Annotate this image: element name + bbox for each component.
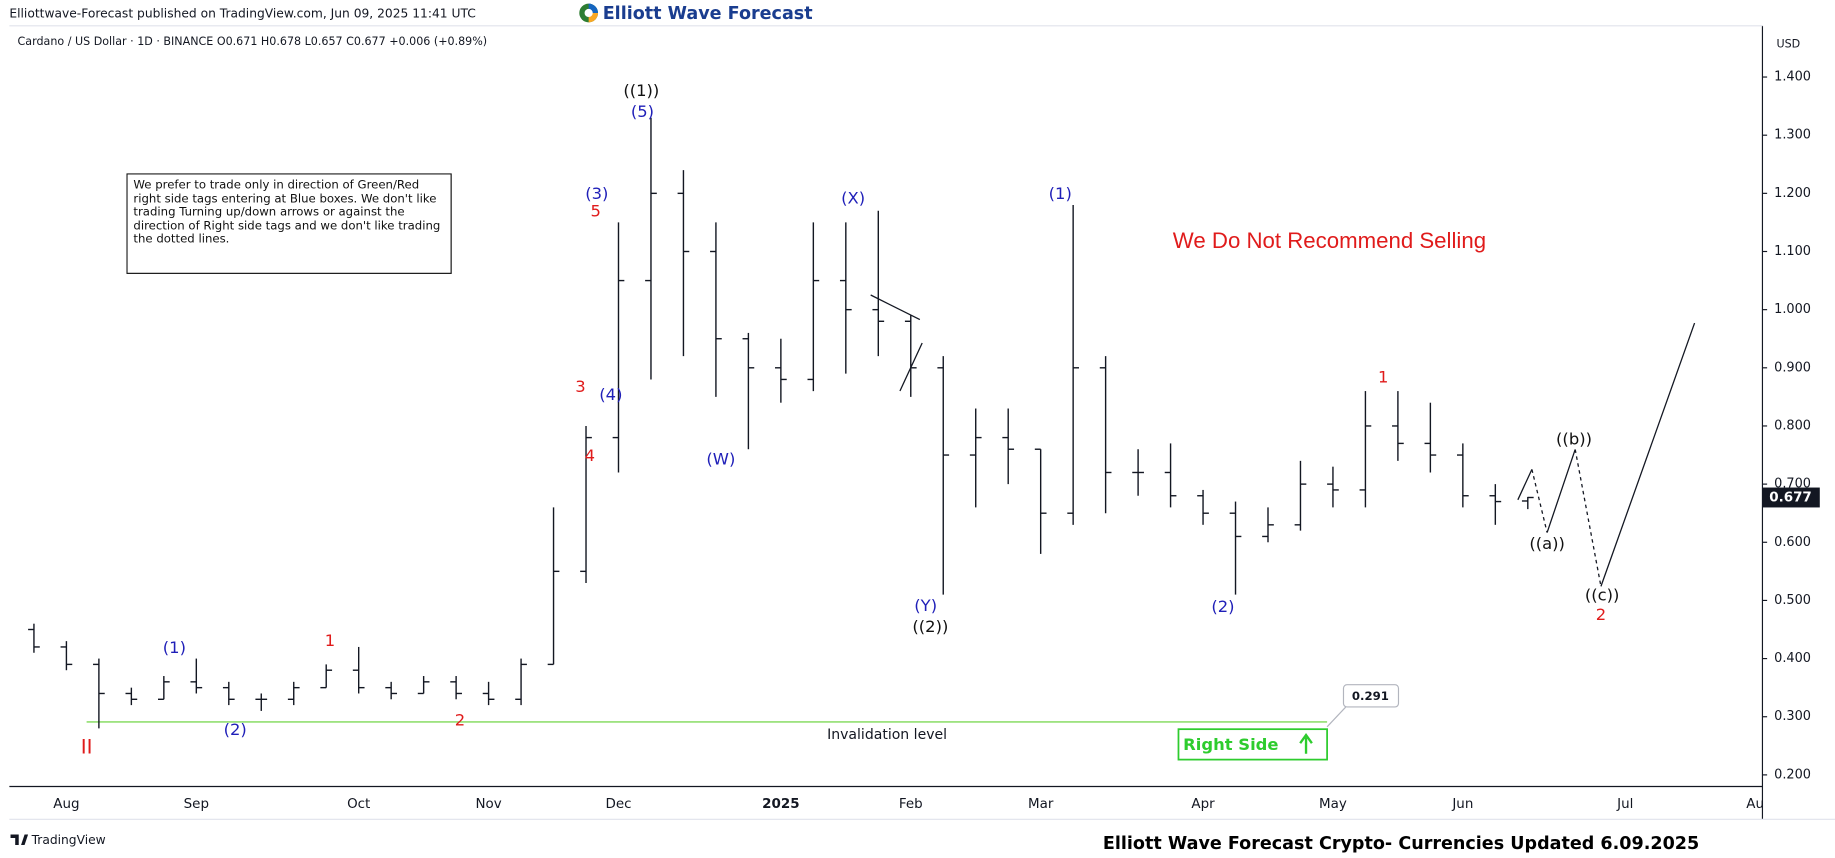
wave-label: (Y)	[914, 596, 937, 615]
x-tick-label: Nov	[475, 797, 501, 812]
last-price-label: 0.677	[1769, 490, 1812, 505]
wave-label: ((1))	[623, 81, 659, 100]
published-line: Elliottwave-Forecast published on Tradin…	[9, 7, 475, 21]
wave-label: 2	[455, 710, 465, 729]
x-tick-label: 2025	[762, 797, 799, 812]
note-text: We prefer to trade only in direction of …	[126, 173, 452, 274]
projection-leg	[1574, 449, 1602, 587]
y-tick-label: 1.000	[1774, 302, 1811, 317]
y-tick-label: 1.300	[1774, 128, 1811, 143]
x-tick-label: Oct	[347, 797, 370, 812]
y-tick-label: 0.600	[1774, 535, 1811, 550]
right-side-box	[1177, 728, 1328, 761]
projection-leg	[1517, 469, 1533, 501]
invalidation-label: Invalidation level	[827, 727, 947, 743]
projection-leg	[1546, 449, 1576, 533]
y-tick-label: 1.100	[1774, 244, 1811, 259]
y-tick-label: 0.900	[1774, 360, 1811, 375]
note-box: We prefer to trade only in direction of …	[126, 173, 452, 274]
y-tick-label: 1.200	[1774, 186, 1811, 201]
wave-label: ((c))	[1585, 585, 1620, 604]
footer-text: Elliott Wave Forecast Crypto- Currencies…	[1103, 834, 1699, 854]
right-side-text: Right Side	[1183, 735, 1278, 754]
y-tick-label: 0.200	[1774, 767, 1811, 782]
y-tick-label: 0.500	[1774, 593, 1811, 608]
currency-label: USD	[1776, 38, 1800, 51]
wave-label: (4)	[599, 385, 622, 404]
wave-label: (1)	[1049, 184, 1072, 203]
x-tick-label: Aug	[53, 797, 79, 812]
wave-label: ((2))	[912, 617, 948, 636]
wave-label: (X)	[841, 189, 865, 208]
y-tick-label: 0.400	[1774, 651, 1811, 666]
y-tick-label: 0.800	[1774, 418, 1811, 433]
price-callout-box	[1342, 684, 1400, 708]
x-tick-label: Au	[1746, 797, 1764, 812]
x-tick-label: Mar	[1028, 797, 1054, 812]
y-tick-label: 1.400	[1774, 70, 1811, 85]
y-tick-label: 0.300	[1774, 709, 1811, 724]
wave-label: (1)	[163, 638, 186, 657]
warning-text: We Do Not Recommend Selling	[1173, 228, 1486, 253]
wave-label: (2)	[1211, 597, 1234, 616]
x-tick-label: Sep	[184, 797, 209, 812]
x-tick-label: Jun	[1451, 797, 1473, 812]
wave-label: 1	[325, 631, 335, 650]
symbol-line: Cardano / US Dollar · 1D · BINANCE O0.67…	[18, 35, 488, 48]
wave-label: 5	[590, 201, 600, 220]
wave-label: (2)	[224, 720, 247, 739]
logo: Elliott Wave Forecast	[579, 3, 813, 24]
wave-label: ((b))	[1556, 430, 1592, 449]
price-callout-leader	[1326, 706, 1347, 728]
wave-label: II	[81, 735, 93, 758]
tradingview-icon	[10, 834, 29, 846]
wave-label: 3	[575, 377, 585, 396]
wave-label: 2	[1596, 605, 1606, 624]
x-tick-label: Jul	[1616, 797, 1633, 812]
x-tick-label: Dec	[605, 797, 631, 812]
x-tick-label: Apr	[1191, 797, 1215, 812]
invalidation-price-label: 0.291	[1352, 689, 1389, 703]
wave-label: (5)	[631, 102, 654, 121]
x-tick-label: Feb	[899, 797, 923, 812]
tradingview-text: TradingView	[31, 833, 106, 847]
up-arrow	[1299, 733, 1313, 754]
x-tick-label: May	[1319, 797, 1347, 812]
tradingview-logo: TradingView	[10, 833, 106, 847]
wave-label: 4	[585, 446, 595, 465]
wave-label: (W)	[706, 450, 735, 469]
wave-label: (3)	[585, 184, 608, 203]
wave-label: 1	[1378, 368, 1388, 387]
logo-icon-center	[584, 8, 593, 18]
last-price-tag	[1762, 487, 1820, 508]
right-side-tag: Right Side	[1177, 728, 1328, 761]
projection-leg	[1600, 322, 1696, 587]
wave-label: ((a))	[1529, 534, 1565, 553]
logo-text: Elliott Wave Forecast	[603, 4, 813, 24]
